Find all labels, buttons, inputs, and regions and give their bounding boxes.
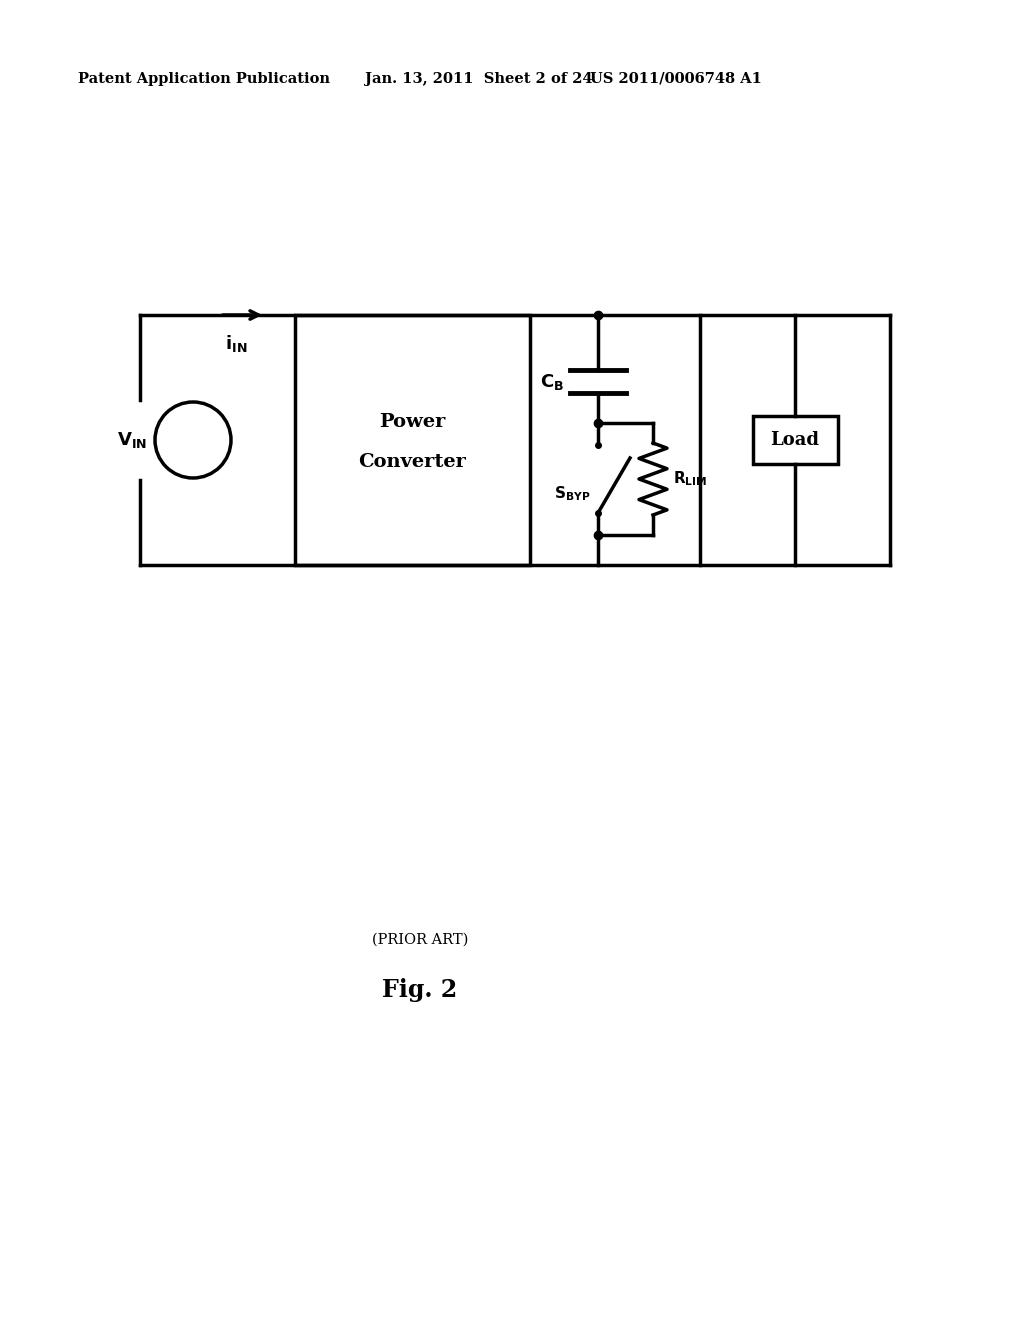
Text: $\mathbf{i_{IN}}$: $\mathbf{i_{IN}}$ xyxy=(225,333,248,354)
Text: $\mathbf{S_{BYP}}$: $\mathbf{S_{BYP}}$ xyxy=(554,484,590,503)
Text: $\mathbf{C_B}$: $\mathbf{C_B}$ xyxy=(540,371,564,392)
Text: Power: Power xyxy=(379,413,445,432)
Text: Jan. 13, 2011  Sheet 2 of 24: Jan. 13, 2011 Sheet 2 of 24 xyxy=(365,73,593,86)
Text: Converter: Converter xyxy=(358,453,467,471)
Text: Load: Load xyxy=(770,432,819,449)
Text: Patent Application Publication: Patent Application Publication xyxy=(78,73,330,86)
Bar xyxy=(753,416,838,465)
Text: $\mathbf{R_{LIM}}$: $\mathbf{R_{LIM}}$ xyxy=(673,470,708,488)
Text: $\mathbf{V_{IN}}$: $\mathbf{V_{IN}}$ xyxy=(117,430,147,450)
Text: US 2011/0006748 A1: US 2011/0006748 A1 xyxy=(590,73,762,86)
Bar xyxy=(295,315,530,565)
Text: (PRIOR ART): (PRIOR ART) xyxy=(372,933,468,946)
Text: Fig. 2: Fig. 2 xyxy=(382,978,458,1002)
